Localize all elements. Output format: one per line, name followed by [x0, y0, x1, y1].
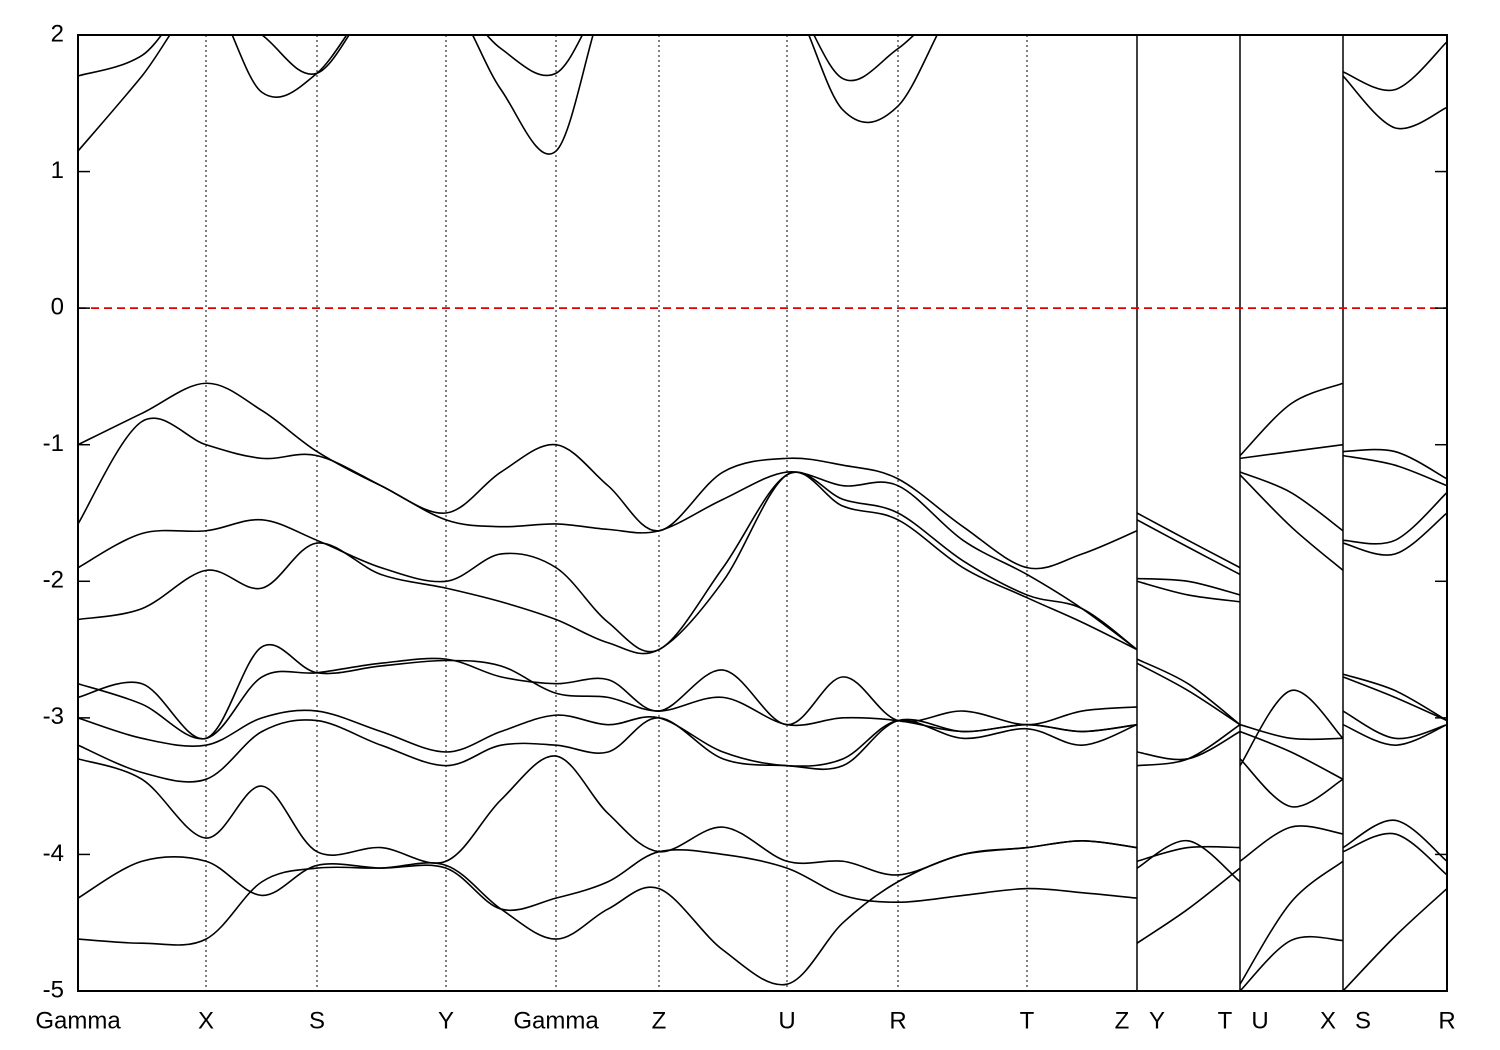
y-tick-label: 0: [51, 293, 64, 320]
x-tick-label: Z: [652, 1007, 667, 1034]
y-tick-label: -4: [43, 840, 64, 867]
x-tick-label: R: [889, 1007, 906, 1034]
band-line: [78, 643, 1447, 741]
x-tick-label: Z: [1115, 1007, 1130, 1034]
x-tick-label: Gamma: [513, 1007, 599, 1034]
y-tick-label: -3: [43, 703, 64, 730]
bands: [78, 35, 1447, 991]
band-line: [78, 35, 1447, 98]
x-tick-label: Y: [1149, 1007, 1165, 1034]
band-line: [78, 717, 1447, 808]
y-tick-label: 2: [51, 20, 64, 47]
x-tick-label: U: [778, 1007, 795, 1034]
plot-frame: [77, 34, 1448, 992]
band-line: [78, 755, 1447, 876]
x-tick-label: Gamma: [35, 1007, 121, 1034]
y-tick-label: -1: [43, 430, 64, 457]
band-line: [78, 709, 1447, 781]
x-tick-label: Y: [438, 1007, 454, 1034]
band-line: [78, 657, 1447, 767]
band-line: [78, 417, 1447, 651]
band-line: [78, 832, 1447, 985]
band-line: [78, 839, 1447, 991]
x-tick-label: T: [1020, 1007, 1035, 1034]
y-tick-label: -2: [43, 567, 64, 594]
x-tick-label: S: [1355, 1007, 1371, 1034]
x-tick-label: R: [1438, 1007, 1455, 1034]
x-tick-label: X: [1320, 1007, 1336, 1034]
y-tick-label: 1: [51, 157, 64, 184]
x-tick-label: S: [309, 1007, 325, 1034]
band-line: [78, 471, 1447, 655]
band-line: [78, 35, 1447, 155]
x-tick-label: T: [1218, 1007, 1233, 1034]
band-line: [78, 382, 1447, 570]
band-line: [78, 471, 1447, 653]
y-tick-label: -5: [43, 976, 64, 1003]
x-tick-label: X: [198, 1007, 214, 1034]
x-tick-label: U: [1251, 1007, 1268, 1034]
